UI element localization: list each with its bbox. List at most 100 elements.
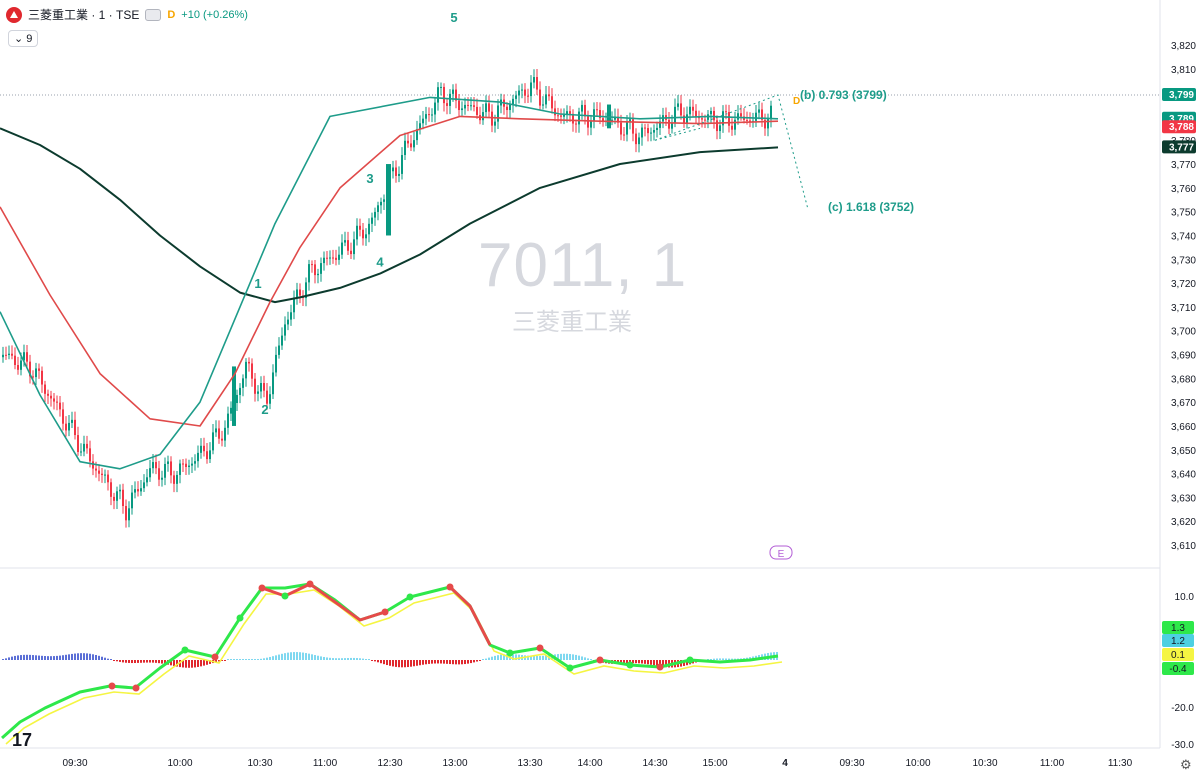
candle-body [329, 257, 331, 259]
candle-body [383, 199, 385, 202]
gear-icon[interactable]: ⚙ [1180, 757, 1192, 772]
osc-bar [443, 660, 445, 664]
candle-body [590, 121, 592, 128]
osc-cross-dot [596, 656, 604, 664]
candle-body [56, 401, 58, 403]
osc-bar [647, 660, 649, 665]
osc-tick-label: -30.0 [1171, 740, 1194, 751]
candle-body [617, 116, 619, 123]
candle-body [299, 289, 301, 296]
candle-body [281, 335, 283, 346]
candle-body [203, 445, 205, 452]
osc-bar [236, 659, 238, 660]
osc-bar [50, 656, 52, 660]
osc-bar [461, 660, 463, 665]
candle-body [101, 473, 103, 476]
osc-bar [77, 653, 79, 660]
candle-body [200, 445, 202, 453]
candle-body [668, 119, 670, 129]
osc-bar [290, 652, 292, 660]
candle-body [641, 127, 643, 138]
candle-body [719, 125, 721, 132]
symbol-title[interactable]: 三菱重工業 · 1 · TSE [28, 8, 140, 22]
tradingview-logo-icon[interactable]: 17 [12, 730, 33, 750]
candle-body [161, 477, 163, 480]
candle-body [671, 122, 673, 129]
candle-body [347, 240, 349, 251]
candle-body [80, 451, 82, 453]
osc-bar [578, 655, 580, 660]
candle-body [602, 118, 604, 122]
candle-body [92, 461, 94, 469]
candle-body [305, 282, 307, 299]
osc-bar [278, 654, 280, 660]
candle-body [125, 506, 127, 521]
time-tick-label: 14:00 [577, 758, 602, 769]
candle-body [269, 394, 271, 404]
osc-bar [722, 658, 724, 660]
candle-body [293, 297, 295, 313]
osc-bar [296, 652, 298, 660]
osc-bar [287, 652, 289, 660]
candle-body [296, 289, 298, 298]
candle-body [491, 111, 493, 126]
dividend-flag[interactable]: D [167, 8, 176, 21]
osc-bar [260, 658, 262, 660]
price-tag: 3,799 [1169, 90, 1194, 101]
candle-body [194, 461, 196, 464]
candle-body [344, 240, 346, 243]
candle-body [476, 106, 478, 116]
candle-body [728, 112, 730, 126]
candle-body [740, 113, 742, 117]
candle-body [104, 474, 106, 476]
visibility-toggle-icon[interactable] [145, 8, 162, 21]
osc-bar [467, 660, 469, 664]
osc-bar [59, 655, 61, 660]
osc-bar [383, 660, 385, 665]
osc-bar [107, 658, 109, 660]
candle-body [353, 239, 355, 255]
time-tick-label: 09:30 [839, 758, 864, 769]
osc-bar [659, 660, 661, 667]
candle-body [689, 106, 691, 115]
osc-bar [464, 660, 466, 665]
time-tick-label: 10:30 [247, 758, 272, 769]
candle-body [239, 387, 241, 395]
osc-bar [197, 660, 199, 667]
candle-body [722, 111, 724, 126]
indicators-collapse-button[interactable]: ⌄ 9 [8, 30, 39, 47]
candle-body [212, 432, 214, 451]
osc-cross-dot [406, 593, 414, 601]
osc-bar [44, 656, 46, 660]
osc-bar [446, 660, 448, 664]
osc-bar [113, 660, 115, 661]
candle-body [401, 155, 403, 174]
osc-bar [419, 660, 421, 666]
candle-body [644, 127, 646, 129]
osc-bar [26, 654, 28, 660]
candle-body [164, 463, 166, 478]
candle-body [656, 127, 658, 131]
candle-body [545, 94, 547, 105]
candle-body [29, 361, 31, 377]
osc-bar [149, 660, 151, 663]
candle-body [362, 229, 364, 239]
osc-bar [338, 658, 340, 660]
osc-bar [242, 659, 244, 660]
osc-bar [161, 660, 163, 664]
candle-body [407, 140, 409, 144]
time-tick-label: 10:00 [167, 758, 192, 769]
candle-body [35, 368, 37, 378]
candle-body [5, 354, 7, 356]
price-tick-label: 3,630 [1171, 493, 1196, 504]
candle-body [659, 121, 661, 128]
candle-body [350, 250, 352, 255]
osc-bar [638, 660, 640, 664]
osc-bar [686, 660, 688, 666]
candle-body [494, 121, 496, 126]
candle-body [272, 372, 274, 395]
price-tick-label: 3,810 [1171, 65, 1196, 76]
candle-body [428, 114, 430, 116]
osc-bar [542, 655, 544, 660]
